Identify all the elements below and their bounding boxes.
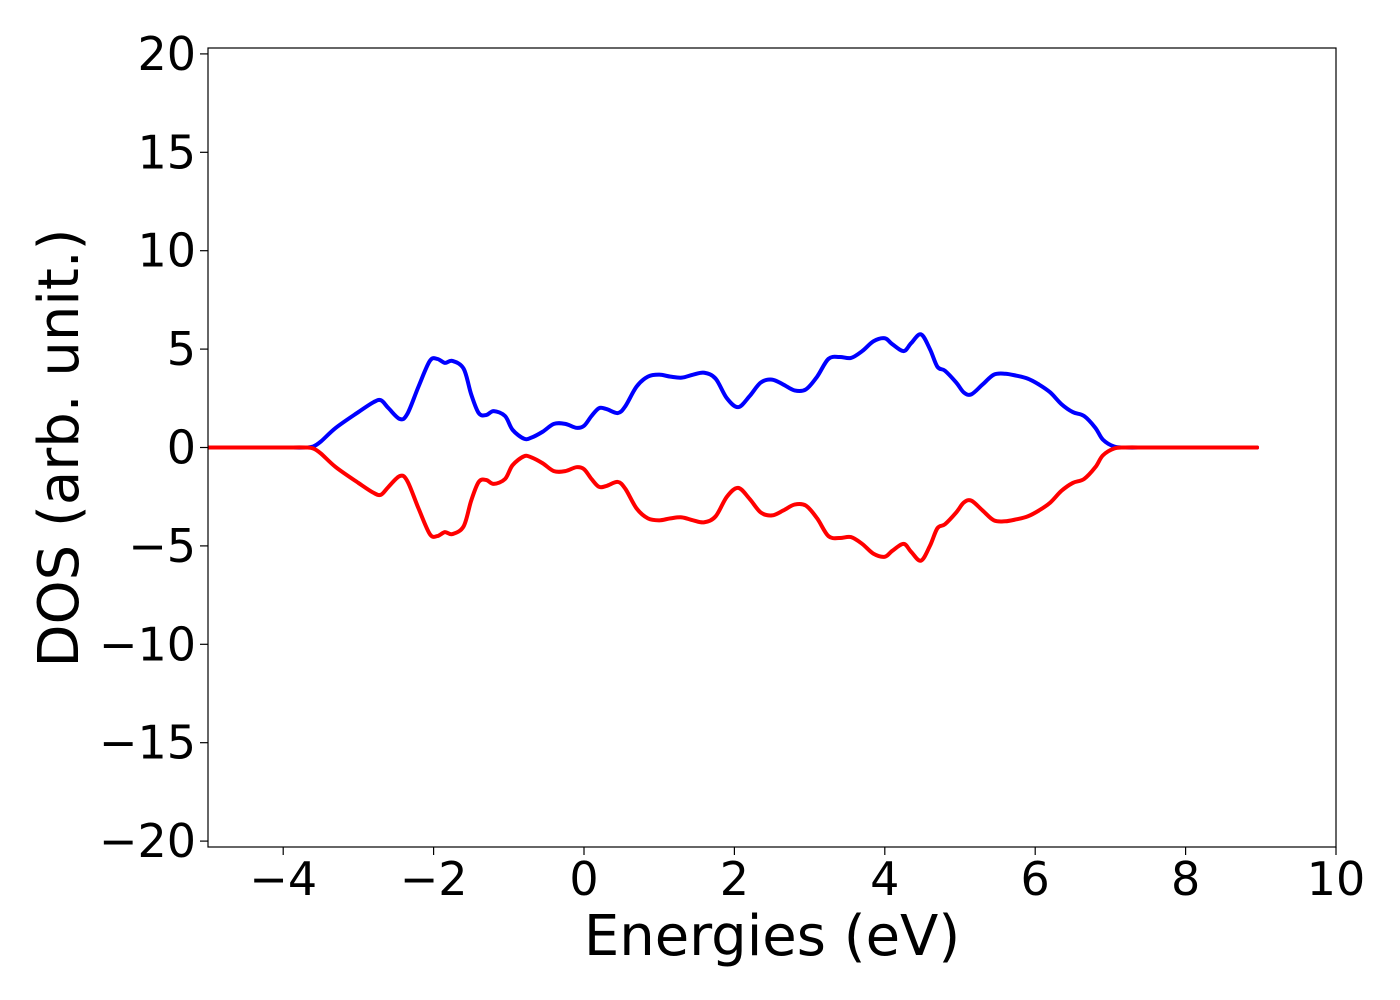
series-layer — [208, 332, 1260, 563]
y-tick-label: −20 — [99, 814, 196, 868]
x-tick-label: 0 — [569, 852, 598, 906]
x-axis-title: Energies (eV) — [584, 904, 960, 969]
y-tick-label: −5 — [128, 519, 196, 573]
y-tick-label: −15 — [99, 716, 196, 770]
x-tick-label: 6 — [1021, 852, 1050, 906]
x-tick-label: 8 — [1171, 852, 1200, 906]
dos-line-up — [208, 332, 1260, 450]
y-tick-label: 0 — [167, 421, 196, 475]
x-tick-label: −4 — [249, 852, 317, 906]
y-tick-label: 20 — [137, 27, 196, 81]
y-axis-title: DOS (arb. unit.) — [27, 228, 92, 667]
x-tick-label: 2 — [720, 852, 749, 906]
dos-line-down — [208, 445, 1260, 563]
x-tick-label: 4 — [870, 852, 899, 906]
x-tick-label: −2 — [400, 852, 468, 906]
y-tick-label: −10 — [99, 617, 196, 671]
y-tick-label: 10 — [137, 224, 196, 278]
x-tick-label: 10 — [1307, 852, 1366, 906]
y-tick-label: 5 — [167, 322, 196, 376]
y-tick-label: 15 — [137, 125, 196, 179]
